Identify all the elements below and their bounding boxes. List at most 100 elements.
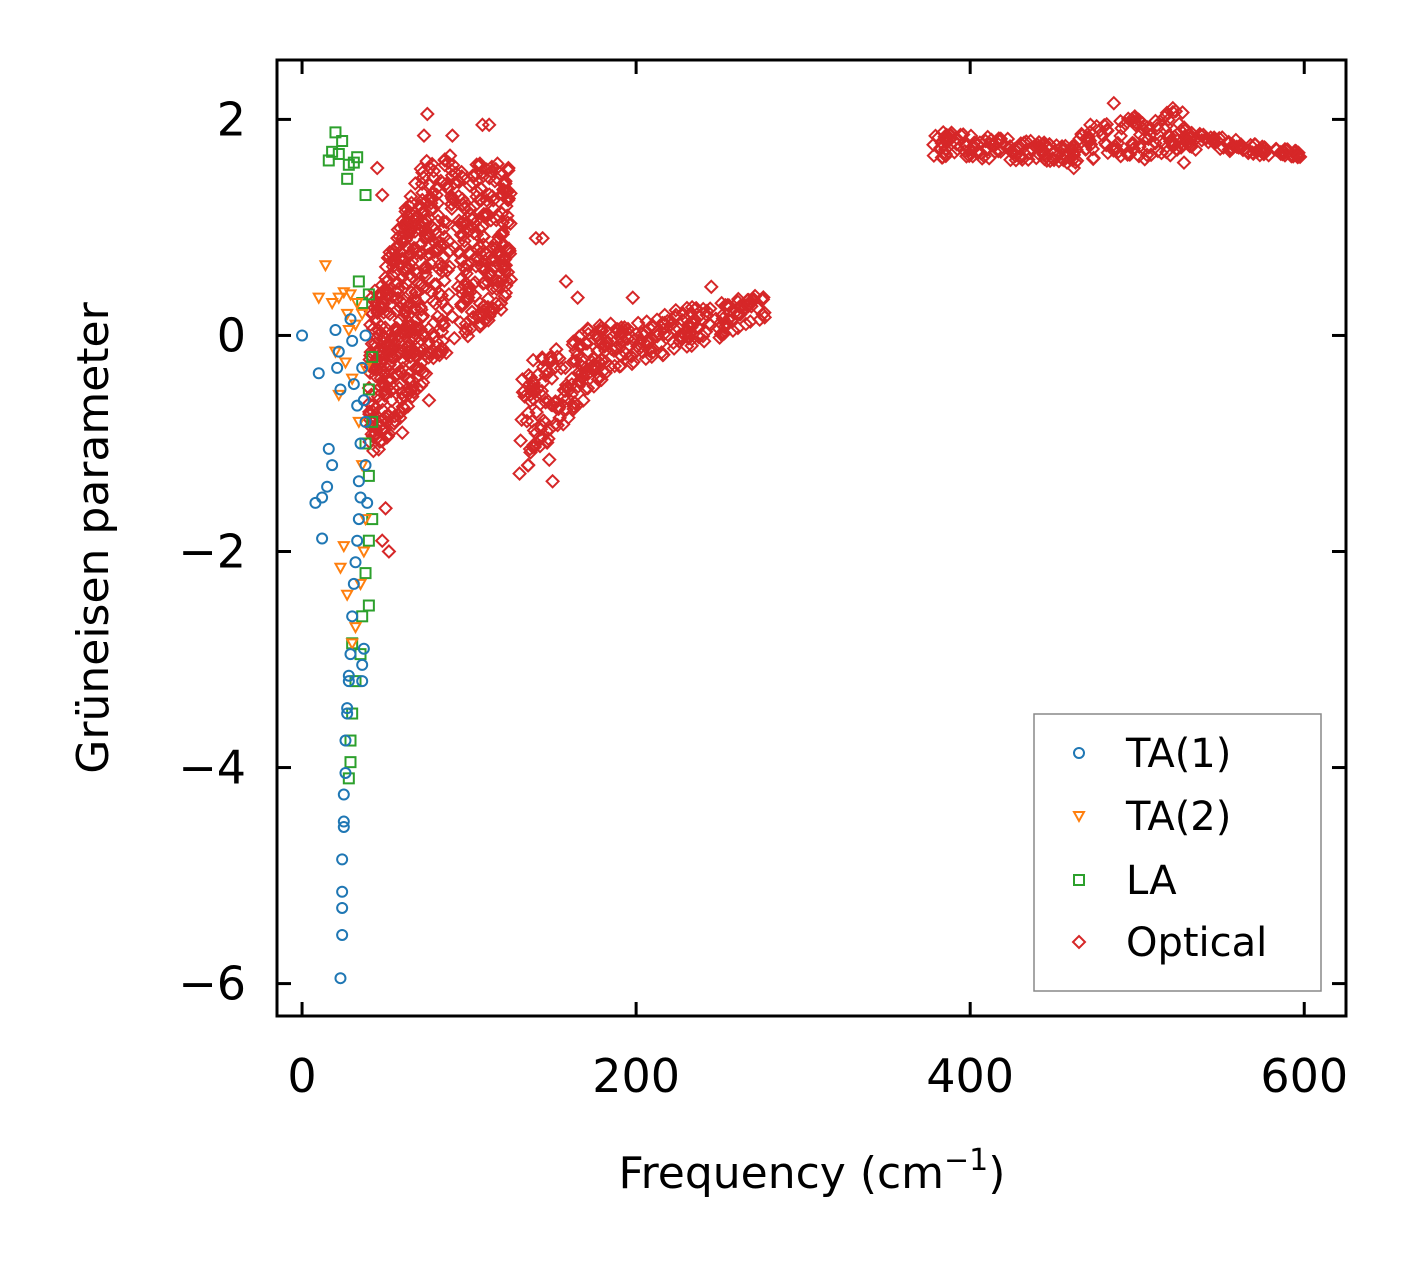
point-optical [476,206,492,222]
point-optical [433,256,449,272]
point-optical [433,173,449,189]
point-optical [736,301,752,317]
point-optical [371,416,387,431]
point-optical [379,380,395,396]
point-ta-1- [337,815,350,828]
point-optical [422,202,438,218]
point-la [344,734,357,747]
point-optical [456,213,472,228]
point-optical [460,328,476,344]
point-optical [408,284,424,300]
point-optical [388,276,404,291]
point-ta-1- [357,394,370,407]
point-optical [458,324,473,340]
point-optical [993,144,1009,159]
point-optical [422,246,438,262]
point-optical [450,174,466,190]
point-optical [498,273,514,289]
point-optical [535,230,550,246]
point-optical [553,360,569,376]
point-optical [444,201,460,217]
point-optical [396,320,412,336]
point-ta-2- [340,589,354,602]
point-optical [407,321,422,337]
point-optical [527,439,543,455]
point-optical [389,238,405,254]
point-optical [655,315,670,331]
point-ta-2- [325,298,339,311]
point-optical [432,238,448,254]
point-optical [566,353,582,369]
point-optical [1143,147,1159,163]
legend-item: TA(1) [1073,731,1231,777]
point-optical [1206,133,1221,149]
point-optical [473,192,489,208]
x-tick-label: 600 [1260,1049,1348,1103]
point-optical [684,299,700,315]
point-ta-2- [312,292,326,305]
point-optical [394,425,410,441]
point-ta-1- [312,367,325,380]
data-markers [296,95,1308,985]
point-optical [418,212,433,228]
point-optical [414,361,429,377]
point-optical [401,241,417,257]
point-optical [965,148,981,164]
point-ta-1- [347,577,360,590]
point-la [332,147,345,160]
point-optical [422,255,438,271]
point-optical [592,368,607,384]
point-optical [415,365,431,381]
point-ta-1- [337,820,350,833]
point-optical [935,149,951,165]
point-optical [416,128,432,144]
point-ta-1- [336,901,349,914]
point-optical [516,383,532,399]
point-optical [519,413,535,429]
point-optical [370,305,385,321]
point-optical [1290,149,1306,165]
point-optical [712,330,728,346]
point-optical [630,315,646,331]
point-la [362,599,375,612]
point-ta-1- [344,648,357,661]
point-optical [426,277,442,292]
point-optical [754,291,770,307]
y-axis-title: Grüneisen parameter [68,301,119,773]
point-optical [572,337,588,353]
point-optical [390,275,406,291]
point-optical [500,162,516,178]
point-optical [928,128,943,144]
point-optical [578,381,593,397]
point-optical [497,176,513,192]
point-optical [978,133,994,149]
point-optical [387,335,403,350]
point-optical [722,309,738,325]
point-optical [431,345,447,360]
point-optical [1141,140,1157,155]
point-optical [1054,139,1070,154]
point-optical [579,367,595,382]
point-optical [381,544,397,559]
point-optical [401,386,416,402]
point-optical [382,348,398,364]
point-optical [465,175,481,191]
point-ta-1- [341,702,354,715]
point-optical [1288,143,1304,159]
legend-item: Optical [1071,920,1267,966]
point-optical [374,533,390,549]
point-ta-1- [296,329,309,342]
legend-marker [1073,874,1085,886]
point-optical [455,297,471,312]
point-optical [926,148,942,163]
point-optical [1268,141,1284,157]
point-optical [465,168,481,184]
point-optical [502,216,518,231]
point-ta-2- [332,292,346,305]
point-optical [543,397,559,413]
point-optical [380,407,396,423]
point-optical [657,307,673,323]
point-optical [1273,146,1289,162]
point-optical [393,375,409,391]
point-optical [502,243,517,259]
